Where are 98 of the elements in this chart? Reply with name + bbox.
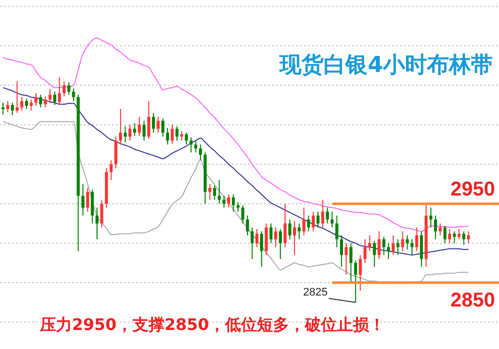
candlestick — [368, 234, 372, 252]
candlestick — [227, 194, 230, 208]
candlestick — [312, 211, 315, 232]
candlestick — [53, 91, 56, 106]
candlestick — [396, 238, 400, 256]
candlestick — [349, 242, 352, 284]
candlestick — [284, 203, 287, 248]
candlestick — [184, 132, 188, 145]
candlestick — [382, 236, 386, 256]
candlestick — [321, 199, 324, 228]
candlestick — [364, 238, 367, 264]
candlestick — [269, 222, 272, 244]
candlestick — [429, 207, 432, 228]
ref-line-label: 2950 — [450, 178, 495, 201]
candlestick — [190, 136, 193, 153]
candlestick — [81, 183, 84, 216]
candlestick — [6, 100, 10, 113]
candlestick — [387, 242, 390, 260]
candlestick — [274, 226, 278, 248]
candlestick — [39, 94, 42, 108]
candlestick — [180, 130, 184, 142]
candlestick — [316, 211, 320, 228]
candlestick — [20, 96, 24, 112]
candlestick — [344, 242, 348, 276]
candlestick — [208, 183, 212, 200]
candlestick — [119, 108, 122, 145]
candlestick — [378, 230, 381, 260]
candlestick — [44, 96, 47, 108]
candlestick — [147, 100, 150, 140]
candlestick — [218, 180, 221, 204]
candlestick — [138, 116, 141, 136]
candlestick — [100, 199, 104, 228]
candlestick — [358, 254, 362, 292]
candlestick — [326, 207, 329, 224]
candlestick — [72, 88, 76, 102]
candlestick — [392, 234, 395, 256]
candlestick — [340, 234, 344, 268]
candlestick — [420, 230, 423, 268]
candlestick — [330, 211, 334, 228]
candlestick — [114, 136, 118, 169]
candlestick — [410, 238, 414, 256]
ref-line-label: 2850 — [450, 290, 495, 312]
candlestick — [156, 116, 160, 134]
candlestick — [152, 112, 155, 134]
candlestick — [128, 124, 132, 142]
candlestick — [170, 124, 174, 144]
candlestick — [34, 92, 38, 106]
candlestick — [30, 98, 33, 112]
candlestick — [2, 102, 5, 115]
candlestick — [232, 194, 235, 212]
candlestick — [142, 120, 146, 142]
candlestick — [67, 82, 70, 96]
candlestick — [372, 240, 376, 268]
candlestick — [86, 187, 90, 212]
candlestick — [96, 207, 99, 240]
candlestick — [194, 140, 198, 153]
candlestick — [110, 160, 113, 181]
candlestick — [448, 228, 452, 244]
candlestick — [434, 215, 438, 240]
candlestick — [438, 222, 442, 236]
candlestick — [278, 228, 282, 260]
candlestick — [288, 219, 292, 240]
candlestick — [307, 215, 310, 232]
candlestick — [406, 234, 409, 250]
candlestick — [264, 222, 268, 256]
candlestick — [302, 207, 306, 236]
text: 现货白银4小时布林带 — [278, 53, 493, 78]
candlestick — [260, 230, 264, 268]
candlestick — [213, 185, 216, 200]
candlestick — [90, 189, 94, 224]
candlestick — [16, 80, 19, 114]
candlestick — [458, 228, 461, 240]
candlestick — [298, 222, 301, 240]
candlestick — [292, 220, 296, 256]
candlestick — [198, 144, 202, 161]
candlestick — [166, 127, 170, 145]
candlestick — [354, 260, 358, 303]
candlestick — [48, 88, 52, 104]
annotation: 2825 — [303, 286, 328, 298]
candlestick — [25, 98, 28, 110]
candlestick — [250, 226, 254, 260]
candlestick — [443, 225, 446, 244]
candlestick — [133, 122, 136, 136]
candlestick — [58, 76, 61, 105]
candlestick — [175, 126, 178, 142]
candlestick — [161, 118, 164, 138]
candlestick — [415, 226, 418, 252]
candlestick — [241, 204, 244, 224]
candlestick — [10, 102, 14, 116]
candlestick — [255, 228, 258, 248]
candlestick — [452, 230, 456, 244]
candlestick — [124, 126, 127, 143]
candlestick — [401, 230, 404, 252]
candlestick — [335, 215, 338, 248]
candlestick — [462, 230, 466, 246]
candlestick — [62, 80, 66, 97]
annotation: 压力2950，支撑2850，低位短多，破位止损！ — [39, 315, 386, 334]
candlestick — [246, 215, 249, 236]
